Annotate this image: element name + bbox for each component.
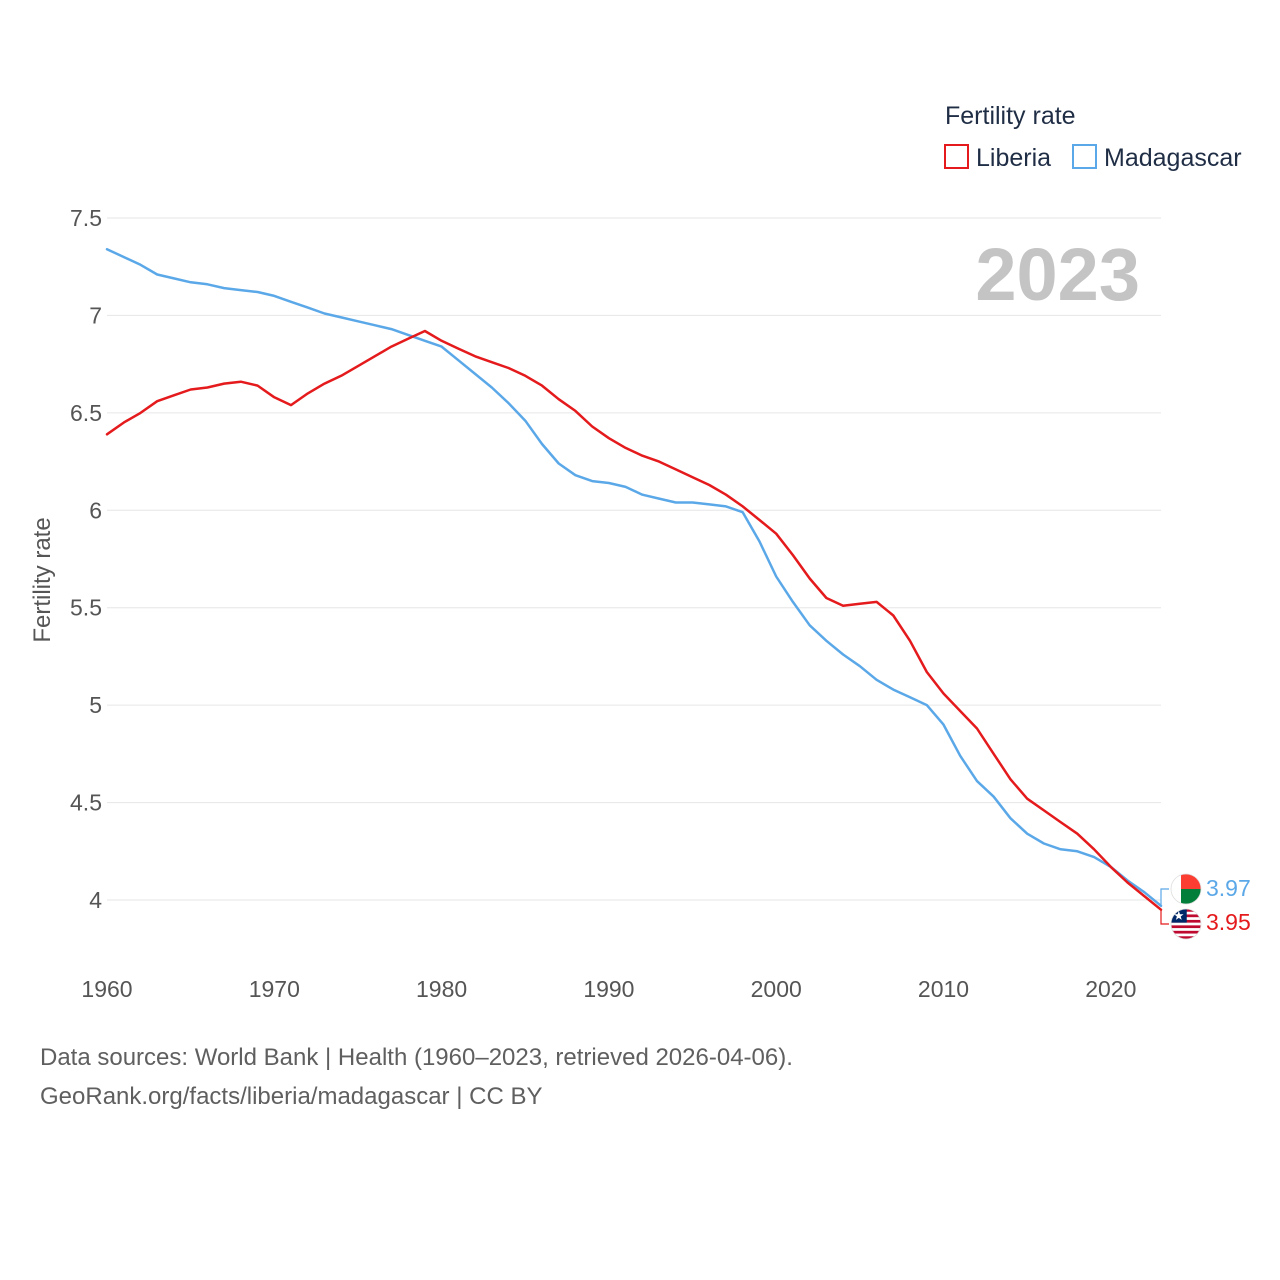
y-tick-label: 7.5 — [70, 205, 102, 231]
x-tick-label: 1990 — [583, 976, 634, 1002]
y-axis-label: Fertility rate — [29, 517, 56, 642]
series-line-liberia — [105, 329, 1163, 911]
x-axis-ticks: 1960 1970 1980 1990 2000 2010 2020 — [81, 976, 1136, 1002]
y-tick-label: 4 — [89, 887, 102, 913]
y-tick-label: 5.5 — [70, 595, 102, 621]
connector-liberia — [1160, 909, 1169, 925]
y-tick-label: 7 — [89, 302, 102, 328]
data-source-note: Data sources: World Bank | Health (1960–… — [40, 1044, 793, 1071]
legend-label-liberia[interactable]: Liberia — [976, 144, 1051, 172]
x-tick-label: 2000 — [751, 976, 802, 1002]
x-tick-label: 1960 — [81, 976, 132, 1002]
series-lines — [105, 247, 1163, 911]
liberia-flag-icon — [1170, 908, 1202, 940]
end-value-madagascar: 3.97 — [1206, 875, 1251, 901]
gridlines — [107, 217, 1161, 901]
x-tick-label: 2020 — [1085, 976, 1136, 1002]
chart-title-year: 2023 — [975, 233, 1140, 316]
y-tick-label: 6.5 — [70, 400, 102, 426]
end-value-liberia: 3.95 — [1206, 909, 1251, 935]
y-tick-label: 4.5 — [70, 790, 102, 816]
legend: Fertility rate Liberia Madagascar — [944, 102, 1242, 172]
legend-swatch-madagascar[interactable] — [1072, 144, 1097, 169]
end-markers: 3.97 3.95 — [1160, 873, 1251, 940]
connector-madagascar — [1160, 888, 1169, 906]
legend-label-madagascar[interactable]: Madagascar — [1104, 144, 1242, 172]
x-tick-label: 2010 — [918, 976, 969, 1002]
y-tick-label: 5 — [89, 692, 102, 718]
series-line-madagascar — [105, 247, 1163, 908]
legend-title: Fertility rate — [945, 102, 1076, 130]
y-tick-label: 6 — [89, 497, 102, 523]
madagascar-flag-icon — [1170, 873, 1202, 905]
y-axis-ticks: 4 4.5 5 5.5 6 6.5 7 7.5 — [70, 205, 102, 913]
source-url-license: GeoRank.org/facts/liberia/madagascar | C… — [40, 1083, 543, 1110]
legend-swatch-liberia[interactable] — [944, 144, 969, 169]
x-tick-label: 1970 — [249, 976, 300, 1002]
x-tick-label: 1980 — [416, 976, 467, 1002]
liberia-flag-shape — [1171, 909, 1201, 939]
